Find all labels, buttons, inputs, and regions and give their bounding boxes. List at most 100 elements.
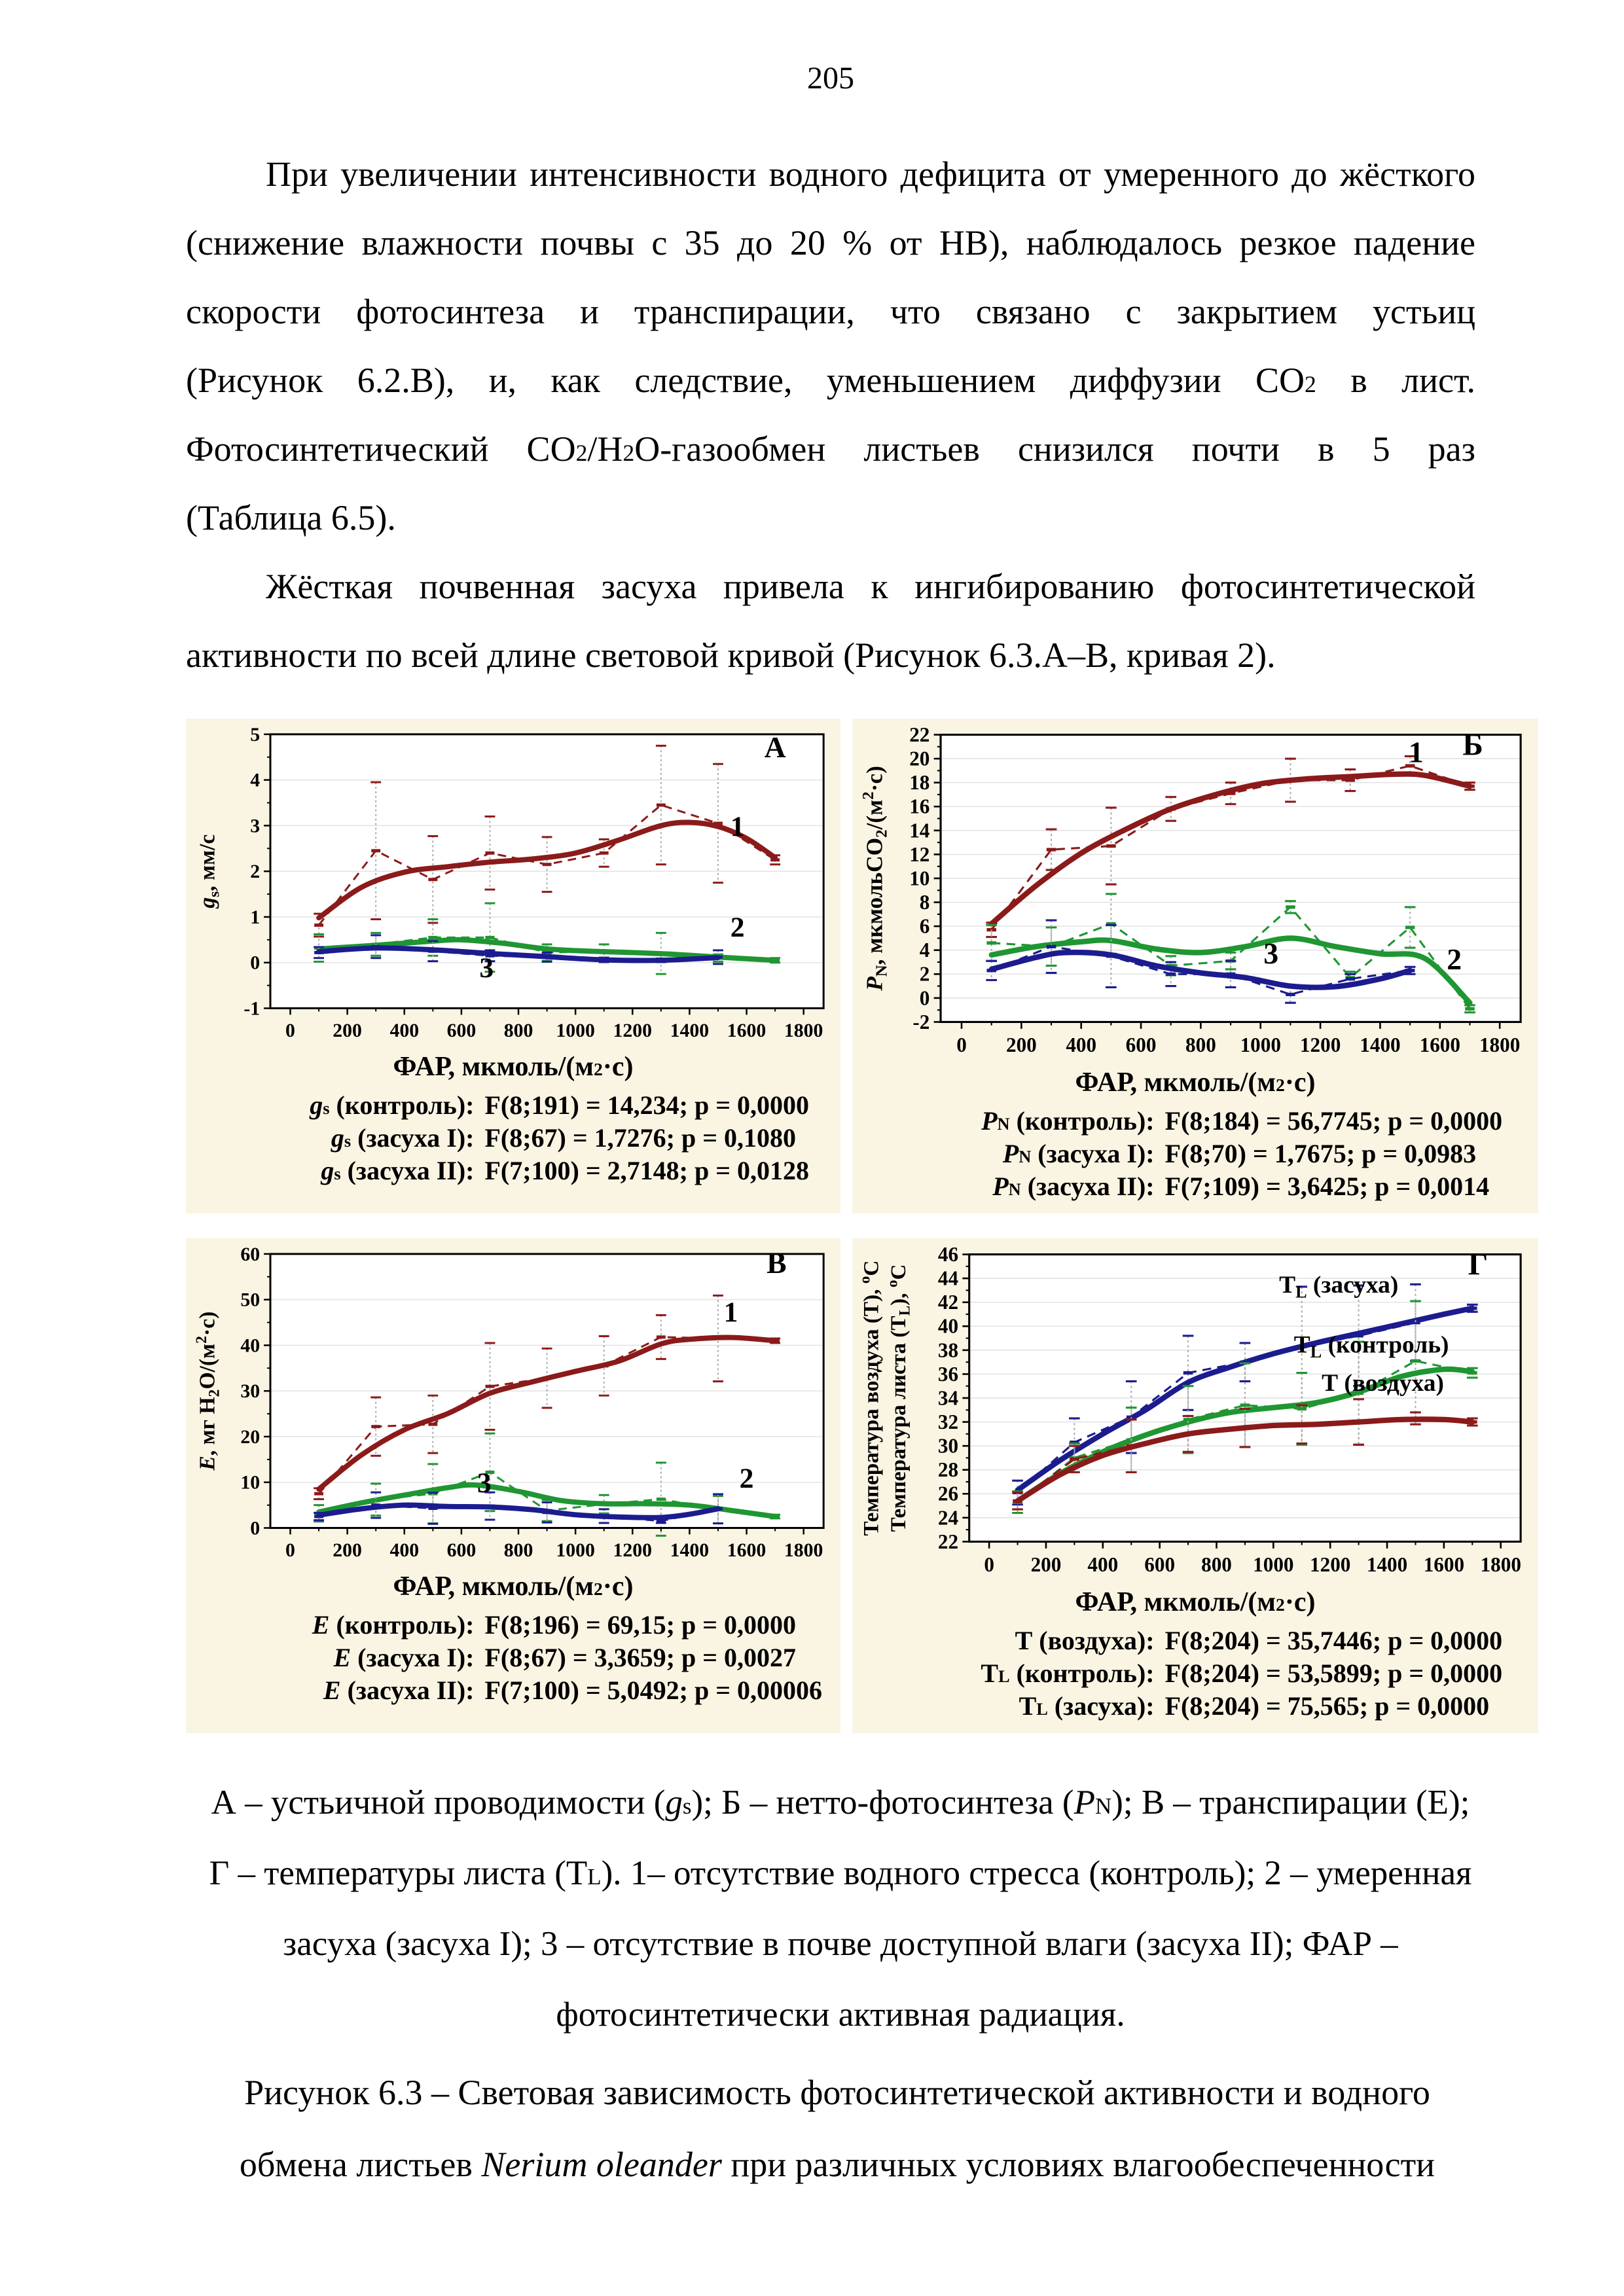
text-line: скорости фотосинтеза и транспирации, что… [186, 292, 1475, 331]
chart-a-svg: 0 200 400 600 800 1000 1200 1400 1600 1800 -1 0 1 2 3 4… [196, 725, 825, 1041]
y-tick-label: 3 [250, 815, 260, 836]
y-tick-label: 4 [920, 939, 930, 961]
y-tick-label: 40 [240, 1335, 260, 1356]
y-tick-label: 46 [938, 1245, 958, 1266]
stat-label: PN (контроль): [981, 1106, 1155, 1136]
plot-label: TL (засуха) [1279, 1272, 1398, 1301]
chart-panel-v: 0 200 400 600 800 1000 1200 1400 1600 1800 0 10 20 30… [186, 1238, 840, 1733]
y-tick-label: 4 [250, 770, 260, 791]
plot-label: Т (воздуха) [1322, 1370, 1444, 1397]
chart-v-stats: Е (контроль): F(8;196) = 69,15; p = 0,000… [189, 1609, 838, 1707]
y-tick-label: 24 [938, 1506, 959, 1529]
y-tick-label: 20 [240, 1426, 260, 1448]
figure-legend: А – устьичной проводимости (gs); Б – нет… [114, 1767, 1567, 2050]
y-tick-label: 32 [938, 1410, 958, 1433]
y-tick-label: 44 [938, 1267, 959, 1290]
chart-panel-g: 0 200 400 600 800 1000 1200 1400 1600 1800 22 24 26 2… [852, 1238, 1538, 1733]
y-axis-label: PN, мкмольCO2/(м2·с) [859, 766, 890, 992]
stat-label: Е (засуха II): [323, 1676, 475, 1705]
x-tick-label: 1600 [727, 1539, 767, 1561]
chart-a-xlabel: ФАР, мкмоль/(м2·с) [393, 1052, 634, 1082]
x-tick-label: 1000 [556, 1539, 595, 1561]
y-tick-label: 10 [909, 867, 929, 889]
series-3 [1012, 1398, 1478, 1511]
x-tick-label: 0 [956, 1033, 967, 1056]
x-tick-label: 200 [333, 1539, 362, 1561]
x-tick-label: 1400 [670, 1539, 710, 1561]
series-3 [314, 934, 723, 965]
stat-value: F(8;191) = 14,234; p = 0,0000 [484, 1090, 810, 1120]
x-tick-label: 200 [333, 1020, 362, 1041]
x-axis-ticks: 0 200 400 600 800 1000 1200 1400 1600 1800 [956, 1022, 1520, 1056]
x-tick-label: 800 [1201, 1553, 1232, 1576]
y-tick-label: 30 [938, 1435, 958, 1458]
x-tick-label: 0 [285, 1020, 295, 1041]
series-1 [1012, 1283, 1478, 1506]
chart-g-xlabel: ФАР, мкмоль/(м2·с) [1075, 1587, 1316, 1617]
series-1 [986, 755, 1475, 939]
text-line: (Таблица 6.5). [186, 498, 396, 537]
chart-g-stats: Т (воздуха): F(8;204) = 35,7446; p = 0,00… [855, 1624, 1536, 1723]
stat-row: TL (засуха): F(8;204) = 75,565; p = 0,000… [855, 1690, 1536, 1723]
x-tick-label: 1800 [784, 1539, 823, 1561]
plot-label: А [765, 730, 786, 764]
axis-box [269, 1253, 825, 1529]
x-tick-label: 200 [1031, 1553, 1062, 1576]
x-tick-label: 1400 [1367, 1553, 1407, 1576]
y-tick-label: 0 [250, 952, 260, 974]
plot-label: 3 [1263, 937, 1278, 970]
plot-label: 2 [1447, 942, 1462, 976]
x-tick-label: 200 [1006, 1033, 1037, 1056]
y-tick-label: 14 [909, 819, 930, 842]
y-axis-ticks: -1 0 1 2 3 4 5 [244, 725, 270, 1019]
stat-row: PN (контроль): F(8;184) = 56,7745; p = 0,… [855, 1105, 1536, 1138]
plot-label: Б [1462, 728, 1483, 762]
plot-label: Г [1468, 1247, 1488, 1282]
y-tick-label: 16 [909, 795, 929, 818]
stat-value: F(7;100) = 5,0492; p = 0,00006 [484, 1676, 823, 1705]
x-tick-label: 1800 [1481, 1553, 1521, 1576]
stat-row: gs (засуха I): F(8;67) = 1,7276; p = 0,10… [189, 1122, 838, 1155]
stat-row: gs (засуха II): F(7;100) = 2,7148; p = 0,… [189, 1155, 838, 1187]
stat-row: Т (воздуха): F(8;204) = 35,7446; p = 0,00… [855, 1624, 1536, 1657]
stat-label: TL (засуха): [1019, 1691, 1155, 1721]
error-bars-and-data [314, 1294, 781, 1537]
x-tick-label: 1200 [1300, 1033, 1341, 1056]
y-tick-label: 22 [909, 725, 929, 746]
y-tick-label: 34 [938, 1386, 959, 1409]
text-line: засуха (засуха I); 3 – отсутствие в почв… [283, 1925, 1398, 1963]
stat-value: F(8;204) = 35,7446; p = 0,0000 [1164, 1626, 1503, 1655]
y-axis-label-line1: Температура воздуха (Т), оС [857, 1261, 884, 1536]
chart-b-xlabel: ФАР, мкмоль/(м2·с) [1075, 1067, 1316, 1098]
y-axis-label-line2: Температура листа (ТL), оС [884, 1264, 913, 1532]
stat-row: TL (контроль): F(8;204) = 53,5899; p = 0,… [855, 1657, 1536, 1690]
text-line: Г – температуры листа (ТL). 1– отсутстви… [209, 1854, 1472, 1892]
x-tick-label: 1000 [556, 1020, 595, 1041]
x-tick-label: 400 [389, 1020, 419, 1041]
x-tick-label: 1400 [670, 1020, 710, 1041]
x-tick-label: 1600 [727, 1020, 767, 1041]
y-tick-label: 5 [250, 725, 260, 745]
plot-label: 1 [724, 1297, 738, 1328]
paragraph-2: Жёсткая почвенная засуха привела к ингиб… [186, 552, 1475, 690]
chart-a-stats: gs (контроль): F(8;191) = 14,234; p = 0,0… [189, 1089, 838, 1187]
plot-label: 2 [740, 1463, 754, 1494]
x-tick-label: 0 [984, 1553, 994, 1576]
stat-label: Т (воздуха): [1015, 1626, 1155, 1655]
stat-label: PN (засуха I): [1002, 1139, 1155, 1168]
x-tick-label: 1200 [613, 1539, 653, 1561]
y-tick-label: 26 [938, 1482, 958, 1505]
y-tick-label: 6 [920, 915, 930, 938]
chart-b-stats: PN (контроль): F(8;184) = 56,7745; p = 0,… [855, 1105, 1536, 1203]
plot-label: В [767, 1246, 786, 1280]
stat-value: F(8;70) = 1,7675; p = 0,0983 [1164, 1139, 1477, 1168]
y-tick-label: 60 [240, 1245, 260, 1265]
text-line: Жёсткая почвенная засуха привела к ингиб… [266, 567, 1475, 606]
y-tick-label: 40 [938, 1315, 958, 1338]
stat-label: gs (контроль): [310, 1090, 475, 1120]
stat-label: TL (контроль): [981, 1659, 1155, 1688]
y-tick-label: 28 [938, 1458, 958, 1481]
x-axis-ticks: 0 200 400 600 800 1000 1200 1400 1600 1800 [285, 1528, 823, 1561]
x-tick-label: 1400 [1360, 1033, 1400, 1056]
error-bars-and-data [1012, 1283, 1478, 1515]
